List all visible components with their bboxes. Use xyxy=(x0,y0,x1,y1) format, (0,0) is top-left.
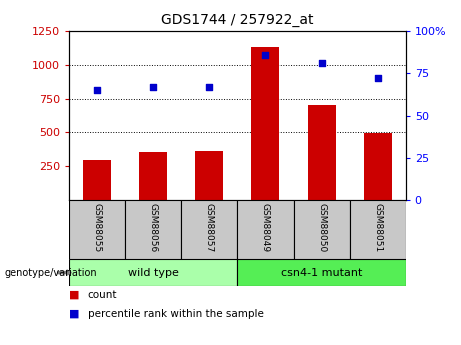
Point xyxy=(318,60,325,66)
Bar xyxy=(251,47,279,200)
Text: GSM88051: GSM88051 xyxy=(373,203,382,252)
Bar xyxy=(349,200,406,259)
Bar xyxy=(125,200,181,259)
Bar xyxy=(195,151,224,200)
Bar xyxy=(294,200,349,259)
Bar xyxy=(237,200,294,259)
Title: GDS1744 / 257922_at: GDS1744 / 257922_at xyxy=(161,13,313,27)
Text: GSM88055: GSM88055 xyxy=(93,203,102,252)
Point xyxy=(262,52,269,58)
Bar xyxy=(307,106,336,200)
Text: ■: ■ xyxy=(69,290,80,300)
Text: GSM88056: GSM88056 xyxy=(149,203,158,252)
Text: ■: ■ xyxy=(69,309,80,319)
Point xyxy=(374,76,381,81)
Text: count: count xyxy=(88,290,117,300)
Bar xyxy=(237,259,406,286)
Text: wild type: wild type xyxy=(128,268,179,277)
Text: csn4-1 mutant: csn4-1 mutant xyxy=(281,268,362,277)
Text: genotype/variation: genotype/variation xyxy=(5,268,97,277)
Bar xyxy=(83,159,111,200)
Point xyxy=(149,84,157,90)
Text: percentile rank within the sample: percentile rank within the sample xyxy=(88,309,264,319)
Text: GSM88050: GSM88050 xyxy=(317,203,326,252)
Bar xyxy=(69,200,125,259)
Bar xyxy=(139,152,167,200)
Bar xyxy=(364,133,392,200)
Point xyxy=(94,87,101,93)
Text: GSM88049: GSM88049 xyxy=(261,203,270,252)
Bar xyxy=(69,259,237,286)
Bar xyxy=(181,200,237,259)
Text: GSM88057: GSM88057 xyxy=(205,203,214,252)
Point xyxy=(206,84,213,90)
